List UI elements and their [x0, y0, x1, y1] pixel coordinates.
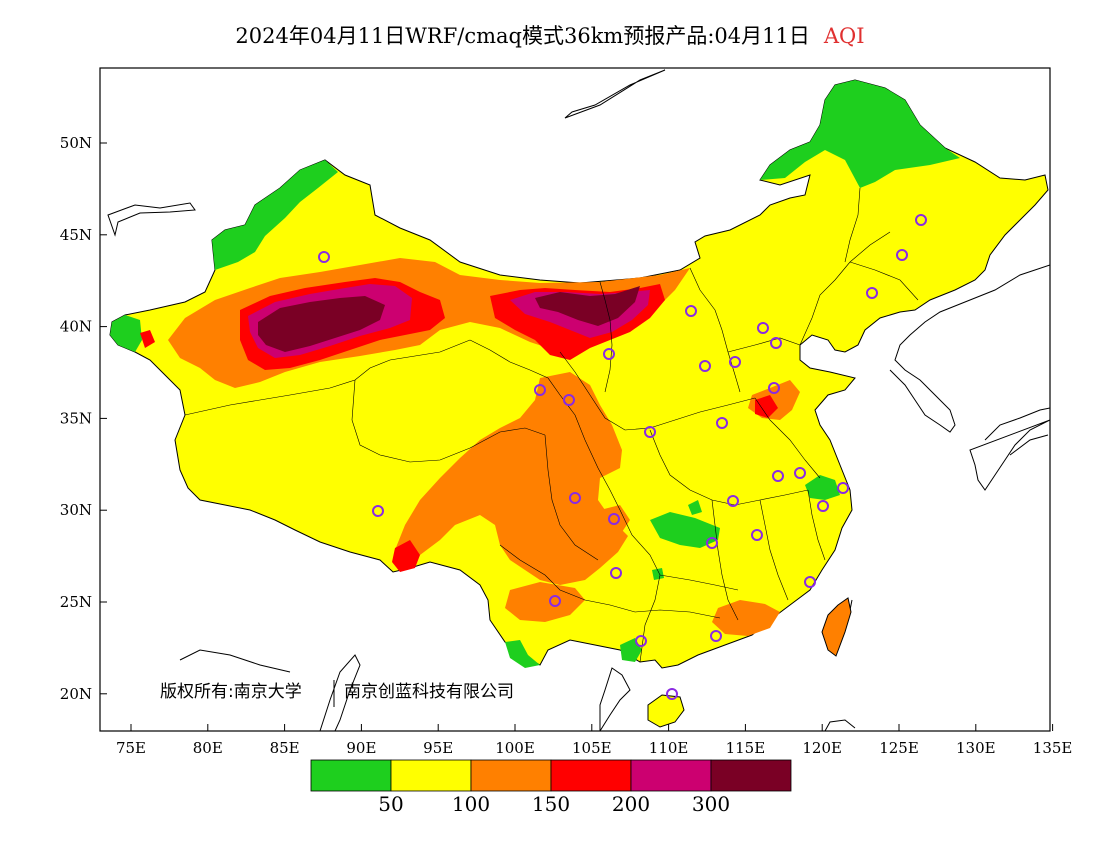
aqi-legend: 50 100 150 200 300: [310, 759, 792, 816]
legend-swatch: [550, 759, 632, 792]
map-title: 2024年04月11日WRF/cmaq模式36km预报产品:04月11日 AQI: [0, 20, 1100, 50]
legend-swatch: [390, 759, 472, 792]
copyright-right: 南京创蓝科技有限公司: [344, 682, 514, 702]
legend-swatch: [710, 759, 792, 792]
lat-tick-label: 30N: [60, 501, 92, 519]
axis-ticks: 75E 80E 85E 90E 95E 100E 105E 110E 115E 120E 125E 1…: [60, 134, 1073, 757]
city-markers: [318, 214, 927, 700]
legend-label: 300: [692, 792, 730, 816]
lon-tick-label: 125E: [879, 739, 919, 757]
lon-tick-label: 110E: [649, 739, 689, 757]
lat-tick-label: 50N: [60, 134, 92, 152]
legend-label: 100: [452, 792, 490, 816]
lon-tick-label: 85E: [270, 739, 300, 757]
legend-swatch: [310, 759, 392, 792]
legend-label: 150: [532, 792, 570, 816]
lat-tick-label: 25N: [60, 593, 92, 611]
lon-tick-label: 120E: [802, 739, 842, 757]
lon-tick-label: 75E: [116, 739, 146, 757]
lon-tick-label: 135E: [1033, 739, 1073, 757]
lat-tick-label: 35N: [60, 409, 92, 427]
lon-tick-label: 80E: [193, 739, 223, 757]
lat-tick-label: 45N: [60, 226, 92, 244]
lon-tick-label: 115E: [726, 739, 766, 757]
legend-label: 50: [378, 792, 403, 816]
lon-tick-label: 90E: [346, 739, 376, 757]
province-boundaries: [184, 187, 919, 663]
copyright-left: 版权所有:南京大学: [160, 682, 302, 702]
lon-tick-label: 130E: [956, 739, 996, 757]
hainan-island: [647, 694, 685, 728]
legend-swatch: [630, 759, 712, 792]
title-text: 2024年04月11日WRF/cmaq模式36km预报产品:04月11日: [235, 24, 810, 48]
lon-tick-label: 95E: [423, 739, 453, 757]
legend-swatch: [470, 759, 552, 792]
aqi-good-zones: [110, 80, 960, 668]
lon-tick-label: 100E: [495, 739, 535, 757]
copyright-block: 版权所有:南京大学 南京创蓝科技有限公司: [160, 680, 514, 707]
lat-tick-label: 40N: [60, 318, 92, 336]
taiwan-island: [821, 597, 852, 657]
lat-tick-label: 20N: [60, 685, 92, 703]
lon-tick-label: 105E: [572, 739, 612, 757]
legend-label: 200: [612, 792, 650, 816]
foreign-coastlines: [107, 69, 1050, 731]
title-variable: AQI: [823, 24, 865, 48]
aqi-hazardous-zones: [258, 286, 640, 352]
